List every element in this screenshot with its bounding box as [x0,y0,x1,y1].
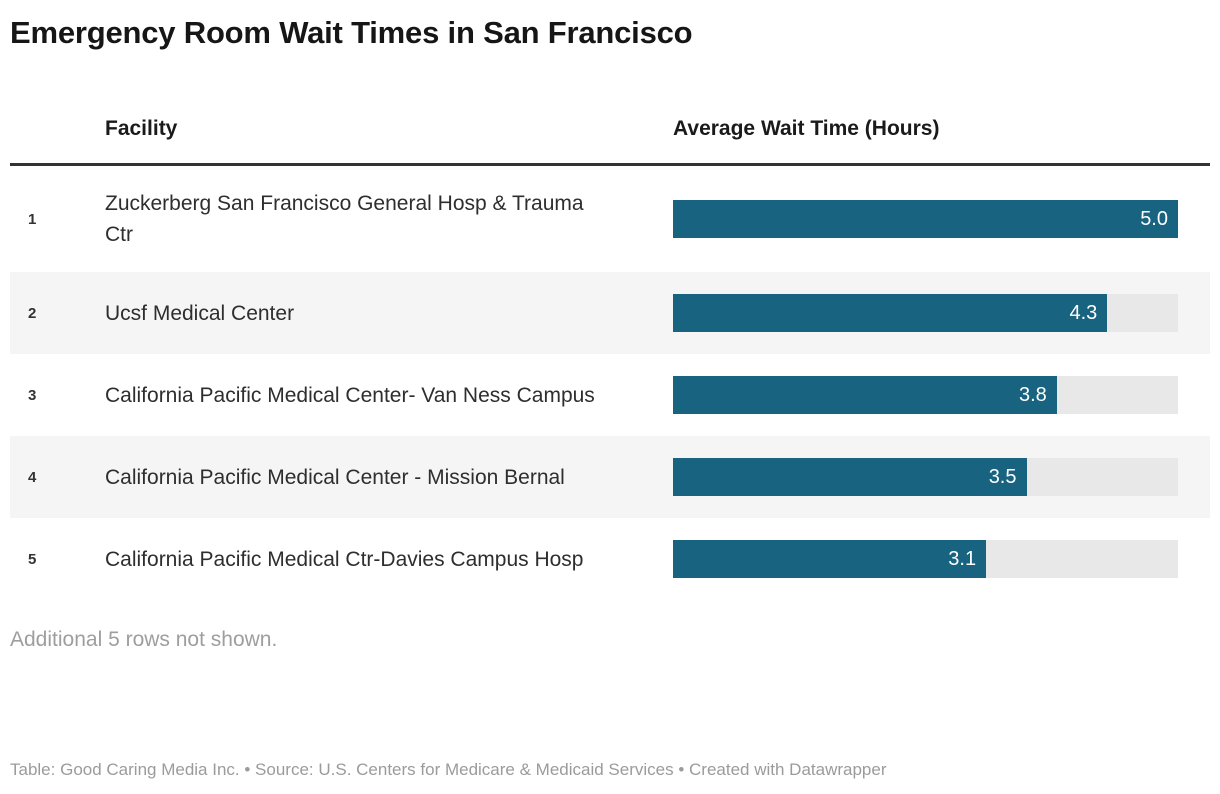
facility-name: Ucsf Medical Center [105,301,295,325]
bar-fill: 3.5 [673,458,1027,496]
table-body: 1 Zuckerberg San Francisco General Hosp … [10,166,1210,600]
created-with-prefix: • Created with [673,760,790,779]
table-row: 5 California Pacific Medical Ctr-Davies … [10,518,1210,600]
row-rank: 2 [28,304,37,322]
bar-value: 3.1 [948,548,977,570]
row-rank: 4 [28,468,37,486]
bar-track: 3.5 [673,458,1178,496]
bar-value: 3.5 [988,466,1017,488]
table-row: 1 Zuckerberg San Francisco General Hosp … [10,166,1210,272]
table-row: 3 California Pacific Medical Center- Van… [10,354,1210,436]
bar-cell: 3.1 [673,540,1178,578]
bar-fill: 3.8 [673,376,1057,414]
facility-name: California Pacific Medical Center - Miss… [105,465,565,489]
bar-value: 3.8 [1018,384,1047,406]
page-title: Emergency Room Wait Times in San Francis… [10,15,693,50]
bar-fill: 4.3 [673,294,1108,332]
bar-track: 4.3 [673,294,1178,332]
bar-value: 4.3 [1069,302,1098,324]
table-header-row: Facility Average Wait Time (Hours) [10,115,1210,166]
attribution-footer: Table: Good Caring Media Inc. • Source: … [10,759,1210,781]
row-rank: 1 [28,210,37,228]
value-column-header: Average Wait Time (Hours) [673,117,940,140]
row-rank: 5 [28,550,37,568]
datawrapper-link[interactable]: Datawrapper [789,760,887,779]
bar-cell: 4.3 [673,294,1178,332]
source-link[interactable]: U.S. Centers for Medicare & Medicaid Ser… [318,760,674,779]
wait-times-table: Facility Average Wait Time (Hours) 1 Zuc… [10,115,1210,600]
bar-cell: 5.0 [673,200,1178,238]
bar-cell: 3.5 [673,458,1178,496]
bar-track: 5.0 [673,200,1178,238]
bar-value: 5.0 [1140,208,1168,230]
bar-track: 3.1 [673,540,1178,578]
source-prefix: • Source: [239,760,319,779]
row-rank: 3 [28,386,37,404]
table-row: 2 Ucsf Medical Center 4.3 [10,272,1210,354]
table-row: 4 California Pacific Medical Center - Mi… [10,436,1210,518]
rank-column-header [10,115,105,142]
facility-name: Zuckerberg San Francisco General Hosp & … [105,192,584,246]
facility-name: California Pacific Medical Center- Van N… [105,383,595,407]
facility-name: California Pacific Medical Ctr-Davies Ca… [105,547,584,571]
bar-fill: 3.1 [673,540,987,578]
table-credit-link[interactable]: Good Caring Media Inc. [60,760,240,779]
bar-track: 3.8 [673,376,1178,414]
additional-rows-note: Additional 5 rows not shown. [10,628,278,651]
table-credit-prefix: Table: [10,760,61,779]
bar-cell: 3.8 [673,376,1178,414]
facility-column-header: Facility [105,117,178,140]
bar-fill: 5.0 [673,200,1178,238]
